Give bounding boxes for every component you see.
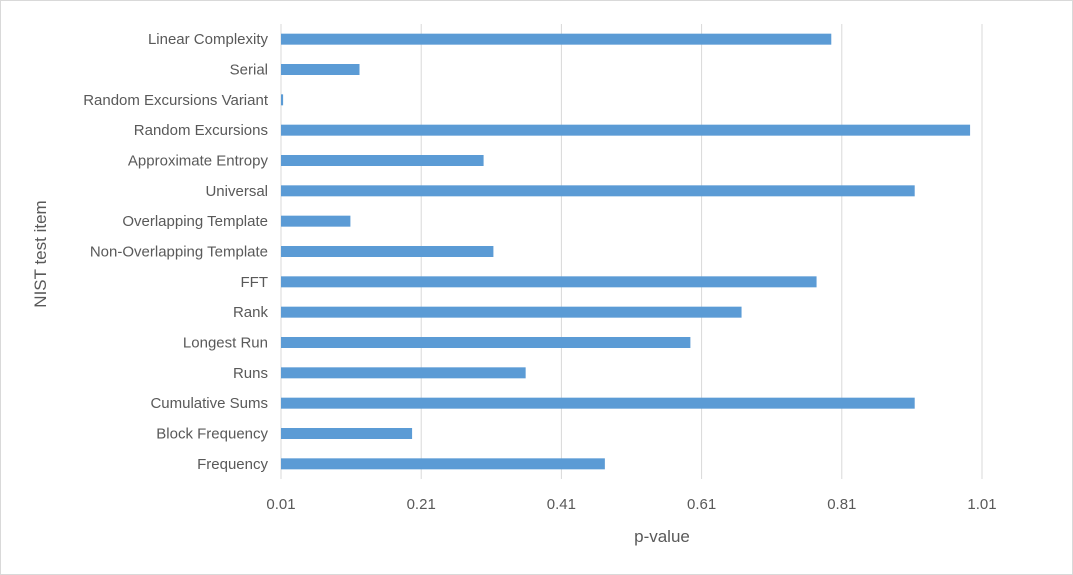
bar	[281, 94, 284, 106]
bar	[281, 337, 691, 348]
bar	[281, 367, 526, 379]
bar	[281, 397, 915, 409]
x-tick-label: 0.61	[687, 496, 716, 513]
category-labels: Frequency Block Frequency Cumulative Sums R…	[83, 31, 269, 473]
bar	[281, 428, 413, 439]
x-tick-label: 0.41	[547, 496, 576, 513]
bar	[281, 246, 494, 257]
category-label: Random Excursions Variant	[83, 92, 269, 109]
y-axis-title: NIST test item	[31, 200, 50, 307]
x-tick-label: 1.01	[967, 496, 996, 513]
bar	[281, 458, 605, 470]
bar	[281, 155, 484, 166]
category-label: Random Excursions	[134, 122, 268, 139]
category-label: Overlapping Template	[122, 213, 268, 230]
category-label: Approximate Entropy	[128, 153, 269, 170]
bar	[281, 64, 360, 75]
category-label: FFT	[241, 274, 269, 291]
category-label: Runs	[233, 365, 268, 382]
x-tick-label: 0.01	[266, 496, 295, 513]
category-label: Serial	[230, 62, 268, 79]
x-tick-label: 0.81	[827, 496, 856, 513]
bar	[281, 185, 915, 197]
bar	[281, 276, 817, 288]
bar	[281, 306, 742, 318]
x-tick-labels: 0.01 0.21 0.41 0.61 0.81 1.01	[266, 496, 996, 513]
category-label: Frequency	[197, 456, 268, 473]
category-label: Non-Overlapping Template	[90, 244, 268, 261]
bar	[281, 215, 351, 227]
category-label: Linear Complexity	[148, 31, 269, 48]
category-label: Block Frequency	[156, 426, 268, 443]
x-axis-title: p-value	[634, 527, 690, 546]
category-label: Universal	[205, 183, 268, 200]
x-tick-label: 0.21	[407, 496, 436, 513]
category-label: Cumulative Sums	[150, 395, 268, 412]
bars	[281, 33, 971, 470]
category-label: Longest Run	[183, 335, 268, 352]
category-label: Rank	[233, 304, 269, 321]
bar	[281, 33, 832, 45]
bar	[281, 124, 971, 136]
